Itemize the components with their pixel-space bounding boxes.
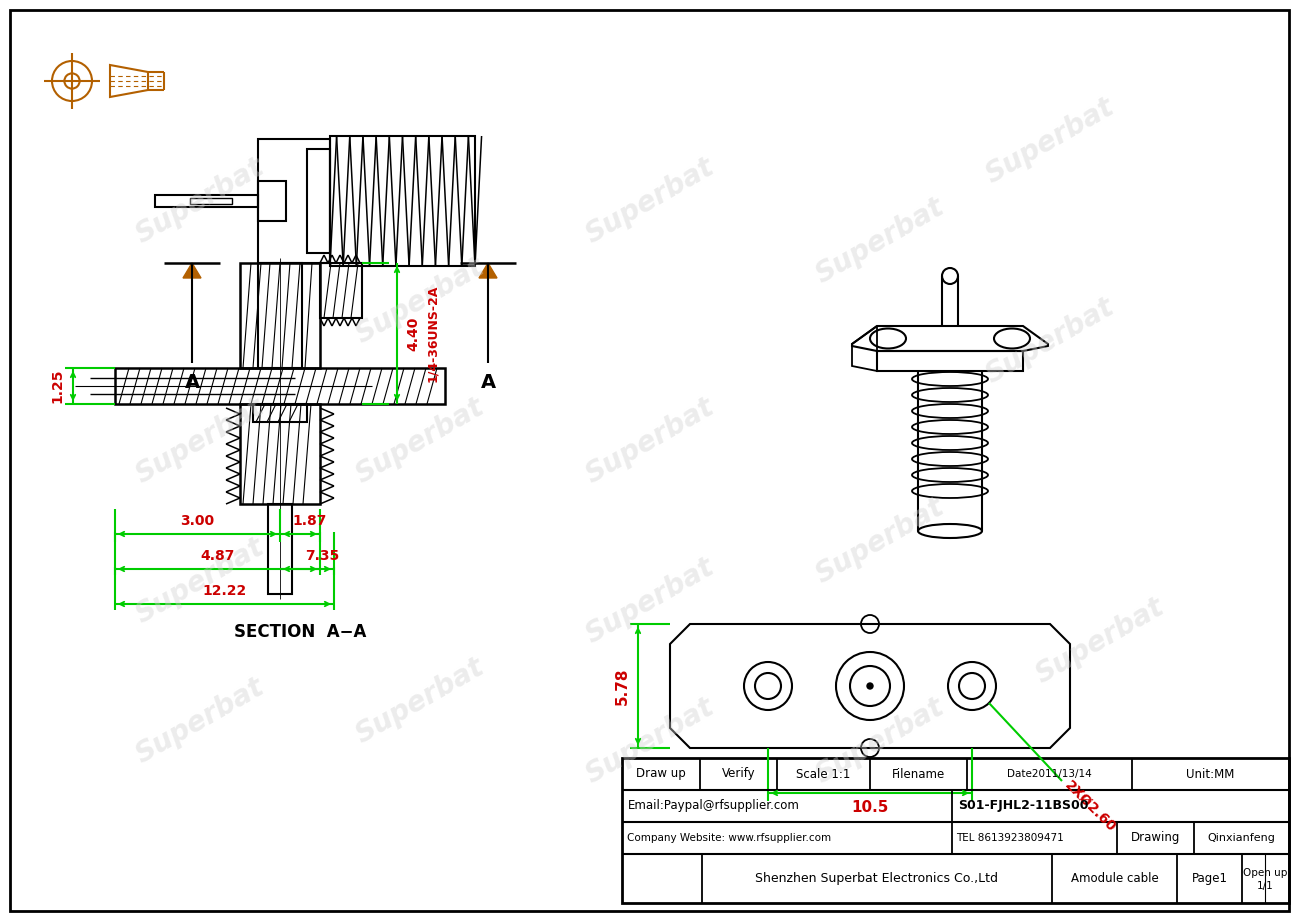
Text: Superbat: Superbat: [351, 653, 490, 749]
Text: Superbat: Superbat: [981, 93, 1120, 189]
Text: 2XØ2.60: 2XØ2.60: [1061, 777, 1118, 834]
Text: Shenzhen Superbat Electronics Co.,Ltd: Shenzhen Superbat Electronics Co.,Ltd: [756, 872, 999, 885]
Text: Superbat: Superbat: [811, 693, 950, 789]
Text: Date2011/13/14: Date2011/13/14: [1007, 769, 1092, 779]
Text: Unit:MM: Unit:MM: [1186, 767, 1234, 780]
Circle shape: [866, 683, 873, 689]
Text: Superbat: Superbat: [581, 553, 720, 649]
Text: Superbat: Superbat: [581, 393, 720, 489]
Bar: [240, 263, 320, 368]
Text: 12.22: 12.22: [203, 584, 247, 598]
Bar: [259, 263, 301, 368]
Text: Qinxianfeng: Qinxianfeng: [1208, 833, 1276, 843]
Bar: [330, 136, 475, 266]
Text: A: A: [481, 374, 495, 392]
Text: 10.5: 10.5: [851, 799, 889, 814]
Bar: [253, 404, 307, 422]
Polygon shape: [479, 263, 498, 278]
Text: Superbat: Superbat: [811, 192, 950, 289]
Text: Verify: Verify: [722, 767, 755, 780]
Text: Superbat: Superbat: [131, 153, 269, 249]
Text: 1/1: 1/1: [1257, 880, 1274, 891]
Bar: [259, 181, 286, 221]
Bar: [268, 504, 292, 594]
Text: SECTION  A−A: SECTION A−A: [234, 623, 366, 641]
Text: Email:Paypal@rfsupplier.com: Email:Paypal@rfsupplier.com: [627, 799, 800, 812]
Text: 7.35: 7.35: [305, 549, 339, 563]
Text: Superbat: Superbat: [581, 153, 720, 249]
Text: 1.25: 1.25: [49, 368, 64, 403]
Text: Superbat: Superbat: [131, 393, 269, 489]
Text: Superbat: Superbat: [581, 693, 720, 789]
Text: 3.00: 3.00: [181, 514, 214, 528]
Bar: [259, 139, 330, 263]
Bar: [240, 404, 320, 504]
Text: S01-FJHL2-11BS00: S01-FJHL2-11BS00: [957, 799, 1089, 812]
Text: Page1: Page1: [1191, 872, 1228, 885]
Text: Scale 1:1: Scale 1:1: [796, 767, 851, 780]
Text: Superbat: Superbat: [811, 493, 950, 589]
Text: Superbat: Superbat: [131, 533, 269, 629]
Text: Draw up: Draw up: [637, 767, 686, 780]
Text: 1/4-36UNS-2A: 1/4-36UNS-2A: [426, 285, 439, 382]
Polygon shape: [183, 263, 201, 278]
Text: Superbat: Superbat: [131, 673, 269, 769]
Text: 4.40: 4.40: [407, 316, 420, 351]
Text: 5.78: 5.78: [614, 667, 630, 705]
Text: Filename: Filename: [892, 767, 946, 780]
Text: Superbat: Superbat: [351, 393, 490, 489]
Text: A: A: [184, 374, 200, 392]
Text: Superbat: Superbat: [981, 293, 1120, 390]
Bar: [190, 198, 233, 204]
Text: Superbat: Superbat: [351, 253, 490, 349]
Text: 1.87: 1.87: [292, 514, 327, 528]
Bar: [155, 195, 259, 207]
Bar: [622, 758, 1289, 903]
Text: TEL 8613923809471: TEL 8613923809471: [956, 833, 1064, 843]
Text: Amodule cable: Amodule cable: [1070, 872, 1159, 885]
Text: Superbat: Superbat: [1030, 593, 1169, 689]
Bar: [320, 263, 362, 318]
Text: Company Website: www.rfsupplier.com: Company Website: www.rfsupplier.com: [627, 833, 831, 843]
Text: Drawing: Drawing: [1131, 832, 1181, 845]
Text: 4.87: 4.87: [200, 549, 235, 563]
Text: Open up: Open up: [1243, 868, 1287, 878]
Bar: [307, 149, 330, 253]
Bar: [116, 368, 446, 404]
